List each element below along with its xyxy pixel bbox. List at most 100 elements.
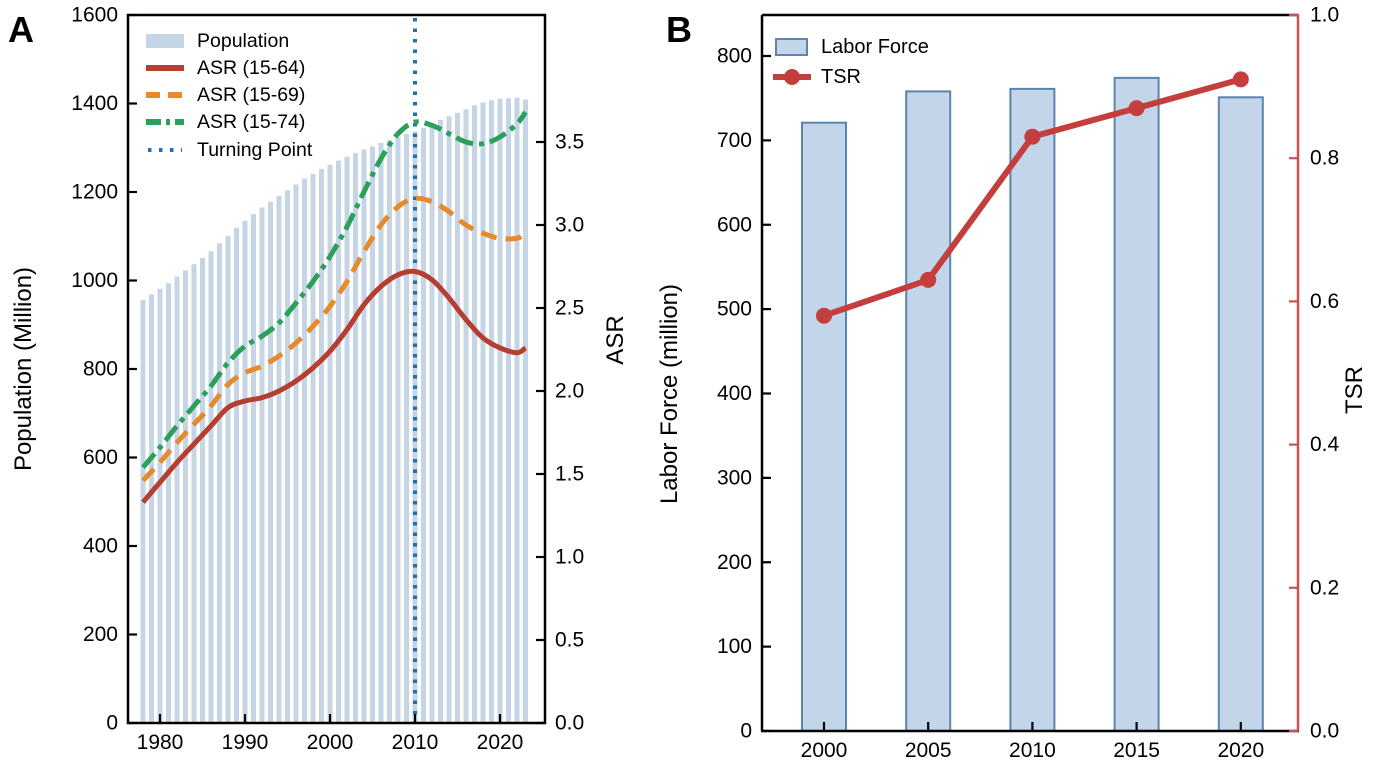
population-bar [455, 112, 460, 724]
y-tick-label-left: 200 [83, 623, 118, 646]
population-bar [208, 251, 214, 724]
y-tick-label-right: 0.4 [1310, 433, 1340, 456]
population-bar [361, 149, 367, 723]
x-tick-label: 2015 [1113, 739, 1160, 762]
population-bar [259, 207, 265, 723]
y-tick-label-right: 2.0 [555, 380, 584, 403]
y-tick-label-left: 600 [83, 446, 118, 469]
legend-label: Labor Force [821, 36, 929, 58]
population-bar [251, 214, 256, 723]
labor-force-bar [1009, 87, 1056, 732]
asr-line-solid [141, 268, 528, 504]
tsr-point [1128, 100, 1145, 117]
asr-line-dashed [141, 195, 527, 483]
legend-label: Turning Point [197, 139, 313, 161]
legend-label: Population [197, 30, 289, 52]
y-tick-label-left: 300 [717, 466, 752, 489]
x-tick-label: 2000 [801, 739, 848, 762]
y-tick-label-left: 1400 [71, 92, 118, 115]
y-tick-label-left: 0 [740, 720, 752, 743]
x-tick-label: 2010 [392, 731, 439, 754]
y-tick-label-left: 800 [83, 358, 118, 381]
y-tick-label-left: 100 [717, 635, 752, 658]
y-tick-label-left: 1000 [71, 269, 118, 292]
y-tick-label-right: 0.6 [1310, 290, 1339, 313]
population-bar [191, 264, 197, 723]
y-tick-label-right: 2.5 [555, 297, 584, 320]
x-tick-label: 1980 [137, 731, 184, 754]
population-bar [514, 97, 520, 723]
population-bar [378, 142, 384, 723]
y-tick-label-left: 1600 [71, 4, 118, 27]
y-axis-label-left: Labor Force (million) [656, 284, 683, 504]
population-bar [268, 201, 273, 723]
panel-a-chart: 0 200 400 600 800 1000 1200 1400 1600 0.0 0.5 1.0 1.… [10, 4, 629, 755]
y-tick-label-right: 0.8 [1310, 147, 1339, 170]
panel-b-letter: B [666, 9, 692, 50]
legend-swatch-labor-force [775, 38, 808, 56]
y-tick-label-right: 0.0 [555, 712, 584, 735]
tsr-point [1232, 71, 1249, 88]
x-tick-label: 2000 [307, 731, 354, 754]
labor-force-bars [801, 76, 1264, 733]
tsr-point [1024, 128, 1041, 145]
y-tick-label-left: 400 [717, 382, 752, 405]
population-bar [183, 270, 188, 723]
population-bar [166, 283, 171, 723]
y-tick-label-right: 1.5 [555, 463, 584, 486]
legend-marker-tsr [784, 69, 800, 85]
legend-label: TSR [821, 66, 861, 88]
legend-label: ASR (15-64) [197, 57, 305, 79]
population-bar [523, 99, 528, 723]
x-tick-label: 1990 [222, 731, 269, 754]
legend-label: ASR (15-69) [197, 84, 305, 106]
population-bar [149, 294, 154, 723]
population-bar [140, 300, 146, 723]
y-tick-label-left: 700 [717, 129, 752, 152]
labor-force-bar [801, 121, 847, 732]
x-tick-label: 2020 [477, 731, 524, 754]
y-tick-label-left: 800 [717, 45, 752, 68]
population-bar [353, 153, 358, 724]
y-tick-label-right: 0.2 [1310, 576, 1339, 599]
panel-a-legend: Population ASR (15-64) ASR (15-69) ASR (15-… [146, 30, 313, 161]
population-bar [395, 137, 401, 724]
y-tick-label-left: 1200 [71, 181, 118, 204]
tsr-point [816, 307, 832, 324]
asr-line-dashdot [141, 110, 528, 469]
population-bar [387, 140, 392, 723]
y-tick-label-right: 0.0 [1310, 720, 1339, 743]
y-tick-label-left: 600 [717, 213, 752, 236]
population-bar [489, 100, 494, 723]
population-bar [506, 98, 511, 723]
population-bar [302, 178, 307, 723]
population-bar [370, 146, 375, 723]
y-tick-label-right: 3.0 [555, 214, 584, 237]
population-bar [446, 116, 452, 724]
y-axis-label-right: ASR [602, 315, 629, 364]
population-bar [463, 109, 469, 724]
population-bar [234, 227, 239, 724]
x-tick-label: 2005 [905, 739, 952, 762]
population-bar [293, 184, 299, 723]
population-bar [344, 156, 350, 724]
population-bar [276, 196, 282, 723]
population-bar [319, 169, 324, 723]
y-tick-label-right: 0.5 [555, 629, 584, 652]
y-tick-label-right: 3.5 [555, 131, 584, 154]
population-bar [200, 257, 205, 723]
population-bar [225, 235, 231, 724]
population-bar [438, 119, 443, 723]
population-bar [157, 288, 163, 723]
x-tick-label: 2010 [1009, 739, 1056, 762]
population-bar [336, 160, 341, 724]
y-tick-label-left: 400 [83, 535, 118, 558]
y-axis-label-right: TSR [1341, 366, 1368, 414]
panel-a-letter: A [8, 9, 34, 50]
population-bar [472, 105, 477, 724]
population-bar [327, 164, 333, 724]
labor-force-bar [1113, 76, 1160, 732]
population-bars [140, 97, 528, 724]
population-bar [480, 102, 486, 724]
